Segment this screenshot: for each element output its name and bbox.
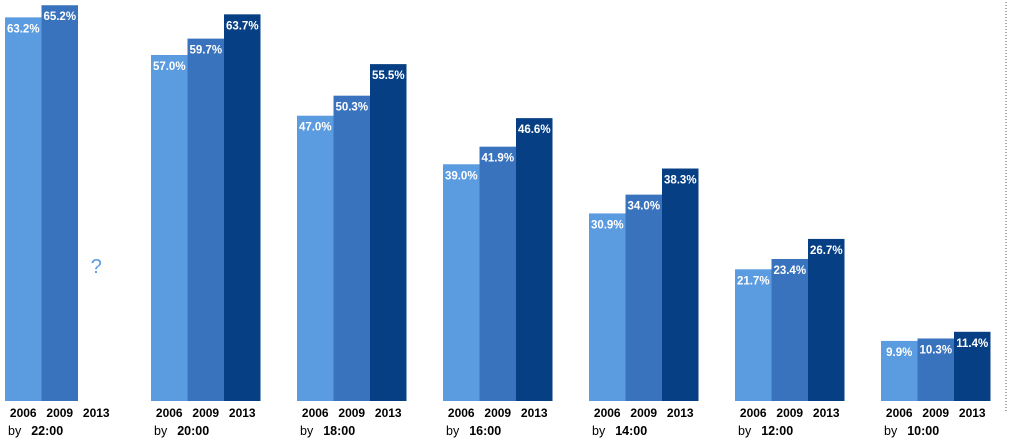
bar-value-label: 57.0%	[153, 61, 186, 73]
bar-value-label: 63.2%	[7, 23, 40, 35]
bar	[224, 14, 261, 401]
bar	[370, 64, 407, 402]
year-label: 2013	[83, 406, 110, 420]
bar-value-label: 23.4%	[773, 265, 806, 277]
group-label-prefix: by	[738, 424, 752, 438]
year-label: 2009	[192, 406, 219, 420]
bar-value-label: 55.5%	[372, 70, 405, 82]
year-label: 2013	[521, 406, 548, 420]
year-label: 2009	[776, 406, 803, 420]
group-label-time: 18:00	[323, 424, 355, 438]
year-label: 2006	[740, 406, 767, 420]
bar-value-label: 50.3%	[335, 102, 368, 114]
group-label-prefix: by	[154, 424, 168, 438]
bar	[662, 168, 699, 401]
group-label-time: 12:00	[761, 424, 793, 438]
year-label: 2013	[375, 406, 402, 420]
year-label: 2009	[338, 406, 365, 420]
bars-layer	[5, 5, 991, 402]
group-label-prefix: by	[446, 424, 460, 438]
year-label: 2013	[813, 406, 840, 420]
bar	[297, 115, 334, 402]
bar	[808, 238, 845, 401]
group-label-time: 16:00	[469, 424, 501, 438]
bar-value-label: 47.0%	[299, 122, 332, 134]
bar	[516, 118, 553, 401]
bar	[479, 146, 516, 401]
year-label: 2013	[667, 406, 694, 420]
bar	[735, 269, 772, 401]
bar	[625, 194, 662, 401]
year-label: 2006	[10, 406, 37, 420]
group-label-time: 10:00	[907, 424, 939, 438]
bar	[5, 17, 42, 401]
year-label: 2006	[594, 406, 621, 420]
year-label: 2006	[886, 406, 913, 420]
year-label: 2013	[229, 406, 256, 420]
missing-value-mark: ?	[91, 256, 102, 278]
bar-value-label: 41.9%	[481, 153, 514, 165]
group-label-prefix: by	[884, 424, 898, 438]
bar	[41, 5, 78, 402]
bar	[151, 55, 188, 401]
year-label: 2009	[922, 406, 949, 420]
group-label-prefix: by	[592, 424, 606, 438]
group-label: by 10:00	[884, 424, 939, 438]
bar-value-label: 63.7%	[226, 20, 259, 32]
bar-value-label: 26.7%	[810, 245, 843, 257]
year-label: 2009	[46, 406, 73, 420]
bar	[954, 331, 991, 401]
bar-value-label: 46.6%	[518, 124, 551, 136]
bar-value-label: 38.3%	[664, 175, 697, 187]
group-label-time: 20:00	[177, 424, 209, 438]
group-label-prefix: by	[8, 424, 22, 438]
group-label: by 22:00	[8, 424, 63, 438]
group-label-time: 14:00	[615, 424, 647, 438]
bar-value-label: 34.0%	[627, 201, 660, 213]
group-label: by 18:00	[300, 424, 355, 438]
year-label: 2013	[959, 406, 986, 420]
year-label: 2009	[630, 406, 657, 420]
group-label: by 12:00	[738, 424, 793, 438]
year-label: 2006	[156, 406, 183, 420]
year-label: 2006	[448, 406, 475, 420]
bar	[771, 258, 808, 401]
bar	[881, 340, 918, 401]
year-label: 2006	[302, 406, 329, 420]
bar	[333, 95, 370, 401]
bar	[917, 338, 954, 401]
bar-value-label: 11.4%	[956, 338, 988, 350]
bar-value-label: 21.7%	[737, 275, 770, 287]
bar	[589, 213, 626, 401]
group-label: by 20:00	[154, 424, 209, 438]
group-label: by 16:00	[446, 424, 501, 438]
bar	[443, 164, 480, 401]
bar-value-label: 59.7%	[189, 45, 222, 57]
bar-value-label: 39.0%	[445, 170, 478, 182]
bar-value-label: 30.9%	[591, 219, 624, 231]
bar	[187, 38, 224, 401]
year-label: 2009	[484, 406, 511, 420]
group-label-prefix: by	[300, 424, 314, 438]
bar-value-label: 65.2%	[43, 11, 76, 23]
bar-value-label: 10.3%	[919, 344, 952, 356]
bar-value-label: 9.9%	[886, 347, 912, 359]
group-label: by 14:00	[592, 424, 647, 438]
group-label-time: 22:00	[31, 424, 63, 438]
labels-layer: 2006 63.2% 2009 65.2% 2013 by 22:00 2006 57.0% 20…	[7, 11, 988, 438]
